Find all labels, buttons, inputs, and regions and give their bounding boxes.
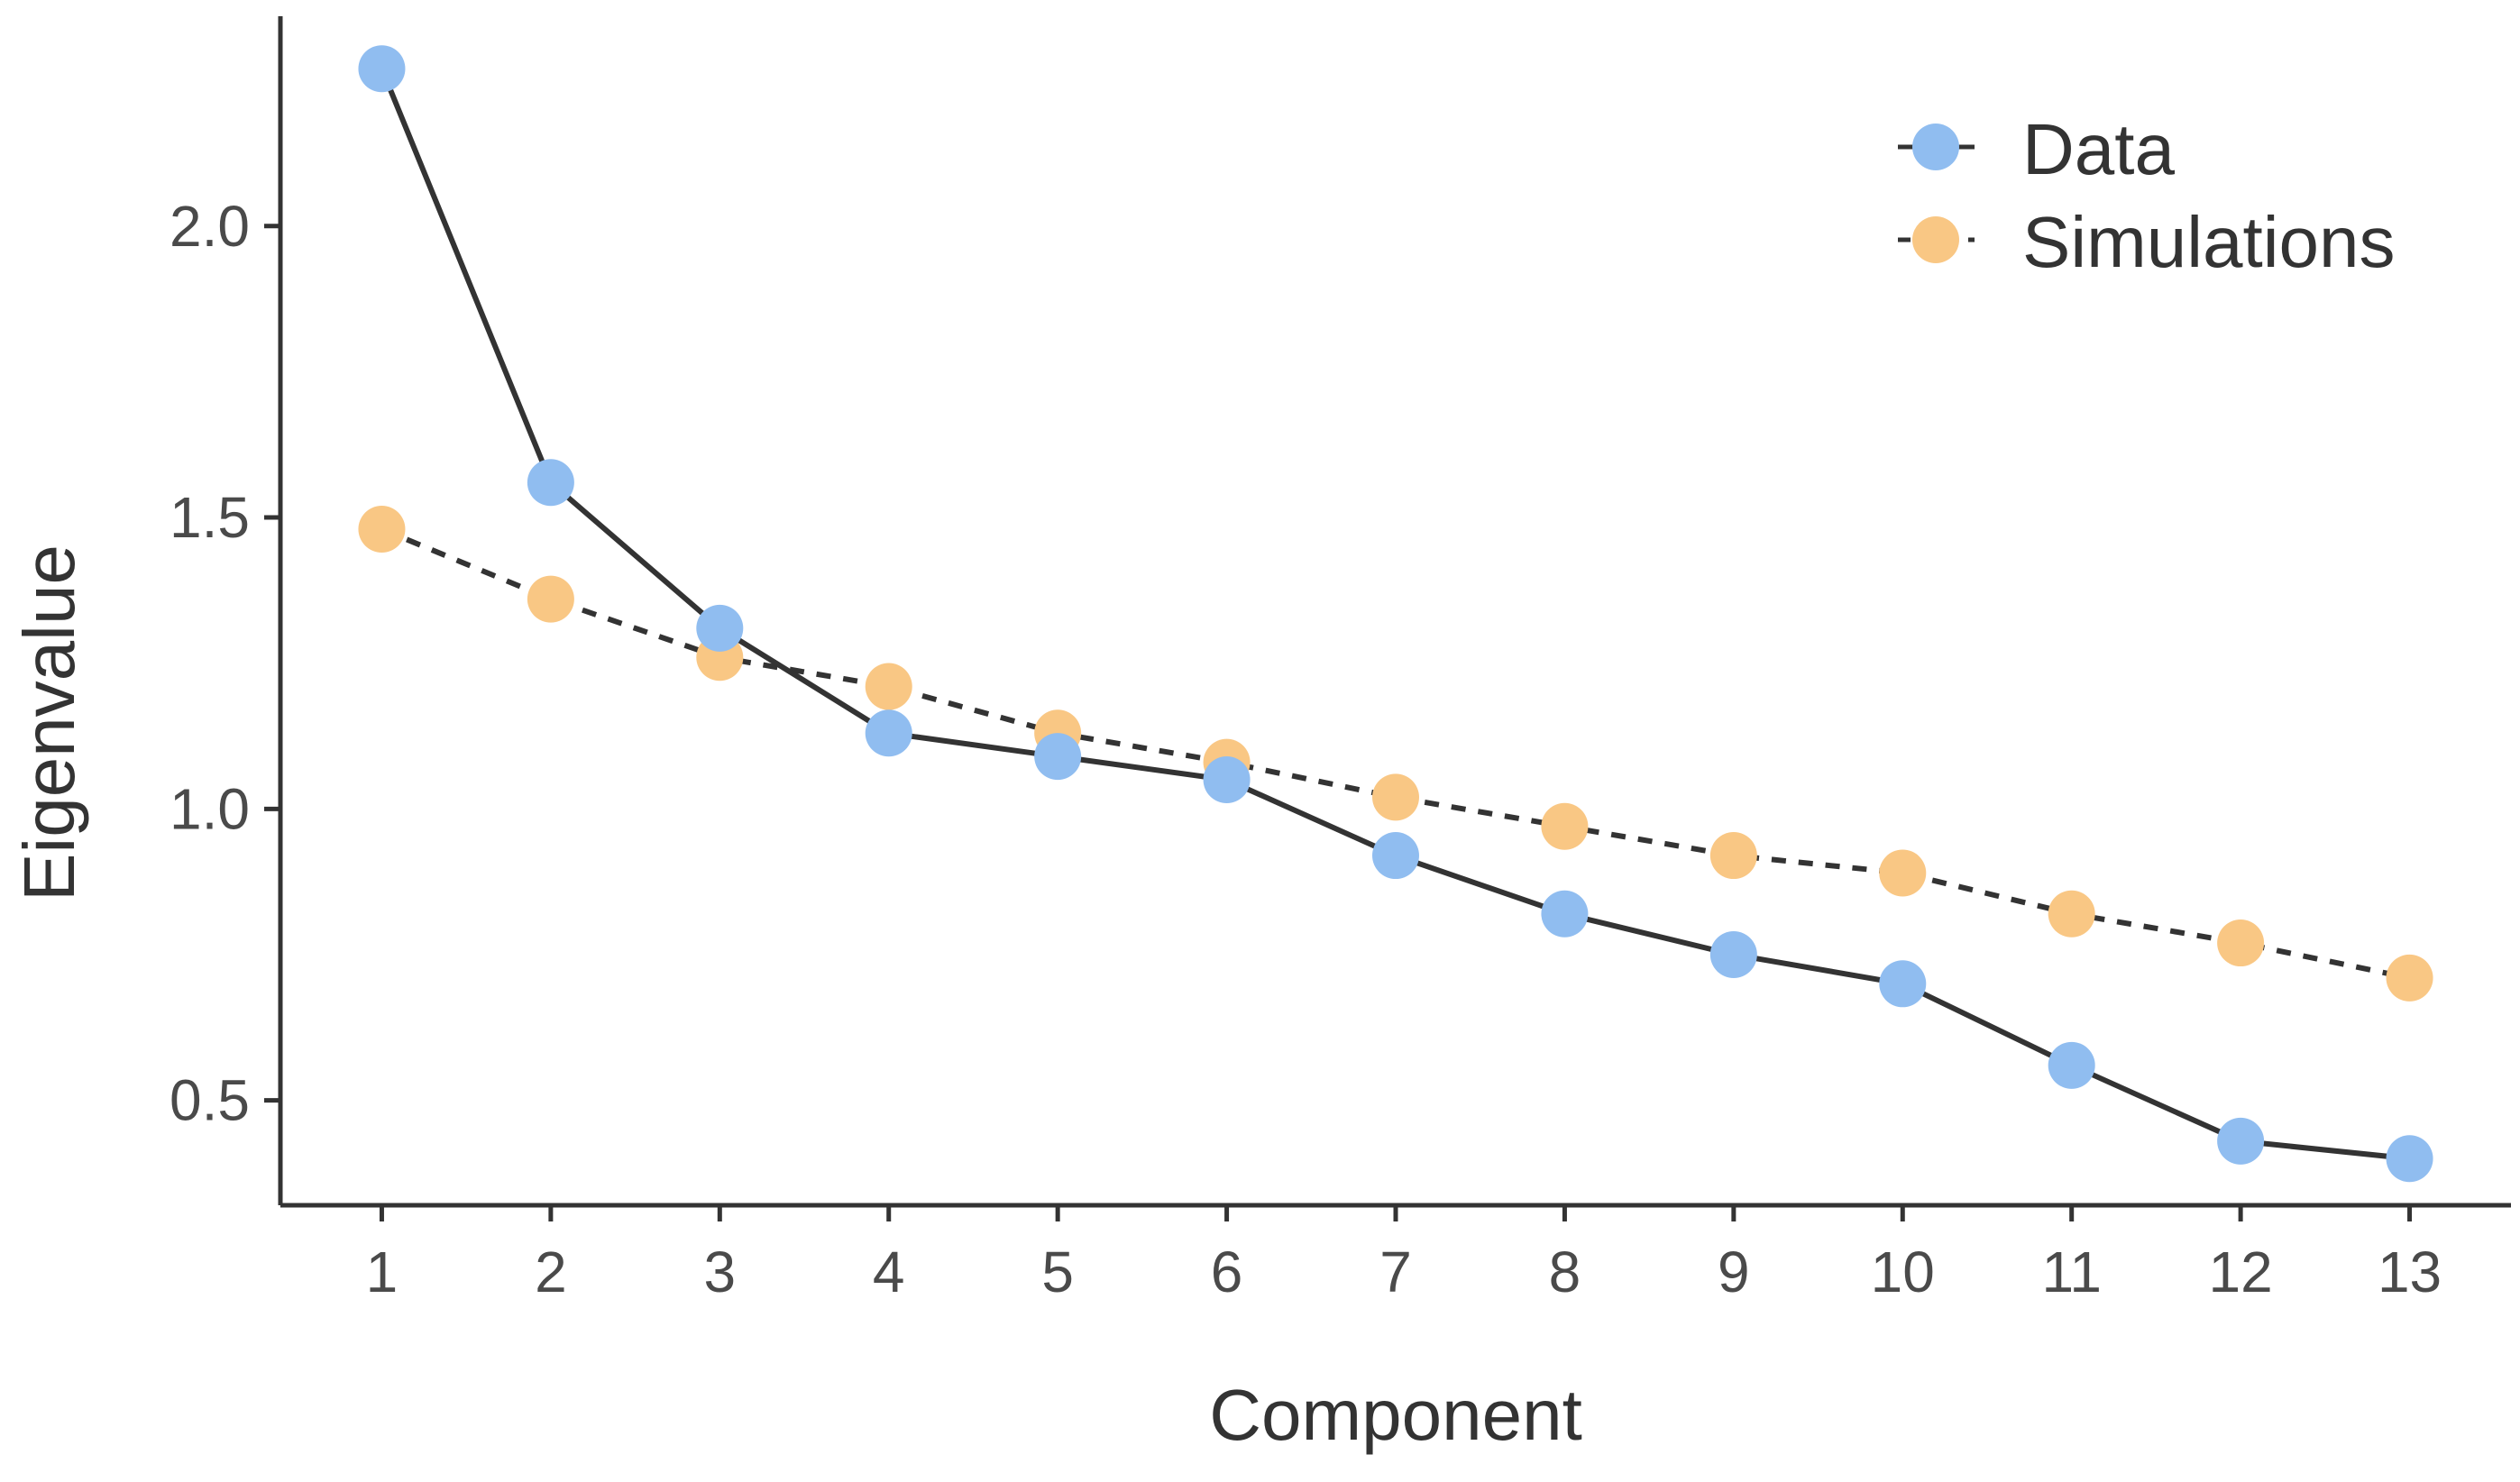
point-simulations	[2386, 954, 2433, 1002]
point-simulations	[1879, 849, 1927, 897]
point-simulations	[1372, 773, 1419, 821]
series-points	[358, 45, 2433, 1183]
point-simulations	[2217, 919, 2265, 967]
point-data	[865, 709, 912, 757]
x-ticks: 1 2 3 4 5 6 7 8 9 10 11 12 13	[366, 1205, 2442, 1304]
legend-label-simulations: Simulations	[2022, 202, 2396, 282]
point-data	[358, 45, 406, 93]
x-tick-label: 12	[2209, 1240, 2273, 1304]
y-tick-label: 0.5	[170, 1068, 250, 1133]
point-data	[2048, 1041, 2095, 1089]
x-tick-label: 2	[535, 1240, 567, 1304]
point-data	[1541, 890, 1589, 938]
legend: Data Simulations	[1898, 109, 2396, 282]
legend-marker-data	[1912, 124, 1959, 170]
x-tick-label: 5	[1041, 1240, 1074, 1304]
y-tick-label: 1.0	[170, 776, 250, 841]
y-tick-label: 1.5	[170, 485, 250, 550]
point-simulations	[527, 575, 574, 623]
y-axis-title: Eigenvalue	[9, 544, 89, 901]
legend-item-data: Data	[1898, 109, 2175, 189]
point-simulations	[2048, 890, 2095, 938]
legend-item-simulations: Simulations	[1898, 202, 2396, 282]
point-data	[1709, 930, 1757, 978]
x-tick-label: 3	[704, 1240, 737, 1304]
x-tick-label: 10	[1871, 1240, 1935, 1304]
point-data	[696, 604, 744, 652]
x-tick-label: 6	[1211, 1240, 1243, 1304]
point-data	[2386, 1135, 2433, 1183]
point-data	[527, 459, 574, 507]
y-ticks: 0.5 1.0 1.5 2.0	[170, 194, 280, 1133]
point-data	[1372, 832, 1419, 880]
x-tick-label: 4	[873, 1240, 905, 1304]
x-tick-label: 13	[2378, 1240, 2442, 1304]
x-tick-label: 7	[1379, 1240, 1412, 1304]
axes	[278, 16, 2511, 1208]
x-tick-label: 1	[366, 1240, 399, 1304]
x-tick-label: 9	[1718, 1240, 1750, 1304]
point-simulations	[1541, 802, 1589, 850]
point-simulations	[1709, 832, 1757, 880]
point-simulations	[358, 505, 406, 553]
y-tick-label: 2.0	[170, 194, 250, 259]
point-data	[2217, 1117, 2265, 1165]
point-data	[1879, 960, 1927, 1008]
x-tick-label: 11	[2041, 1240, 2101, 1304]
legend-marker-simulations	[1912, 216, 1959, 263]
point-simulations	[865, 663, 912, 710]
point-data	[1203, 756, 1251, 804]
legend-label-data: Data	[2022, 109, 2175, 189]
x-axis-title: Component	[1209, 1375, 1582, 1455]
point-data	[1034, 733, 1082, 781]
x-tick-label: 8	[1549, 1240, 1581, 1304]
